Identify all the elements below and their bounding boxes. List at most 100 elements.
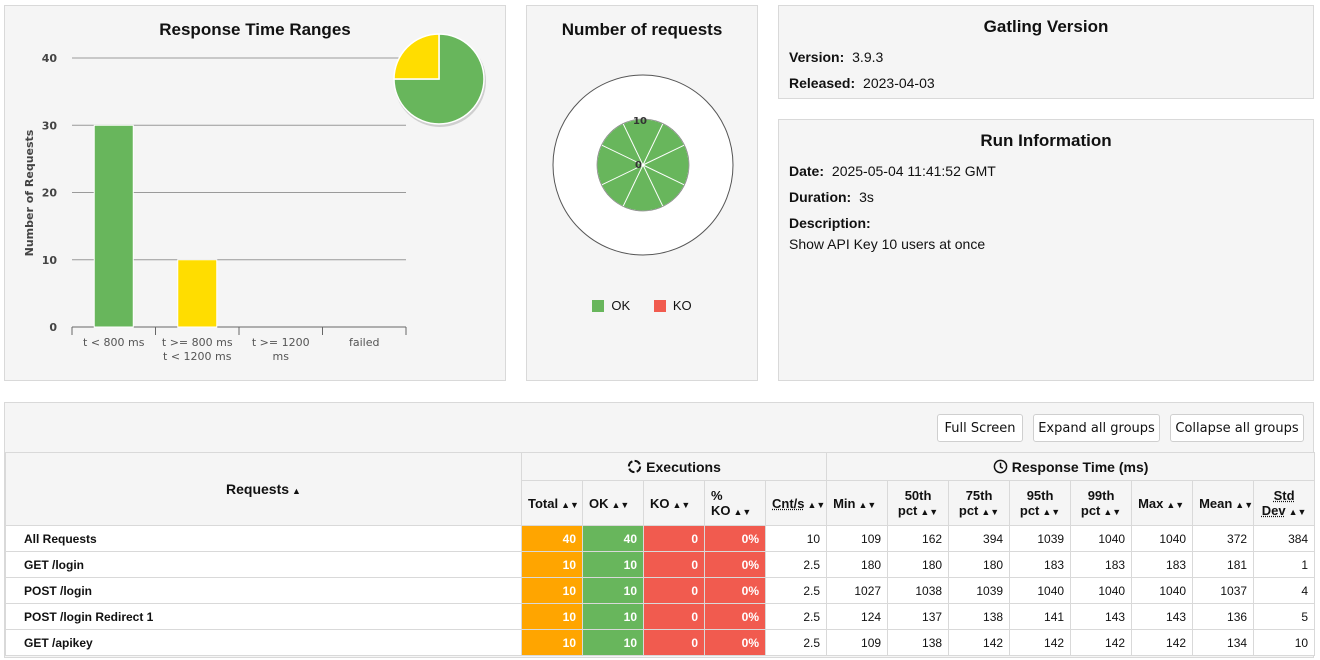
mean-cell: 134 <box>1192 629 1255 656</box>
min-column-header[interactable]: Min ▲▼ <box>826 480 889 526</box>
p99-cell: 143 <box>1070 603 1133 630</box>
table-row[interactable]: GET /login 10 10 0 0% 2.5 180 180 180 183 183 183 18… <box>5 551 1316 578</box>
p50-cell: 180 <box>887 551 950 578</box>
max-column-header[interactable]: Max ▲▼ <box>1131 480 1194 526</box>
version-row: Version: 3.9.3 <box>789 49 1313 65</box>
p99-cell: 1040 <box>1070 525 1133 552</box>
legend-item-ok[interactable]: OK <box>592 298 630 313</box>
std-dev-column-header[interactable]: Std Dev ▲▼ <box>1253 480 1316 526</box>
min-cell: 124 <box>826 603 889 630</box>
y-tick-label: 20 <box>42 187 58 200</box>
clock-icon <box>993 459 1008 473</box>
request-name-cell[interactable]: GET /login <box>5 551 522 578</box>
p75-header-label: 75th <box>965 488 993 503</box>
p50-cell: 138 <box>887 629 950 656</box>
date-label: Date: <box>789 163 825 179</box>
request-name-cell[interactable]: All Requests <box>5 525 522 552</box>
max-cell: 1040 <box>1131 525 1194 552</box>
request-name-cell[interactable]: POST /login Redirect 1 <box>5 603 522 630</box>
response-time-ranges-panel: Response Time Ranges 0 10 20 30 40 Number of … <box>4 5 506 381</box>
total-cell: 10 <box>521 603 583 630</box>
duration-label: Duration: <box>789 189 852 205</box>
sort-icon: ▲▼ <box>1235 499 1254 510</box>
pct-ko-column-header[interactable]: % KO ▲▼ <box>704 480 766 526</box>
p75-header-sublabel: pct <box>958 503 979 518</box>
table-row[interactable]: POST /login Redirect 1 10 10 0 0% 2.5 124 137 13… <box>5 603 1316 630</box>
max-cell: 143 <box>1131 603 1194 630</box>
legend-swatch-ok <box>592 299 605 312</box>
table-row[interactable]: POST /login 10 10 0 0% 2.5 1027 1038 1039 1040 104… <box>5 577 1316 604</box>
mean-cell: 136 <box>1192 603 1255 630</box>
y-tick-label: 30 <box>42 119 58 132</box>
response-time-ranges-title: Response Time Ranges <box>159 20 351 39</box>
p95-cell: 1040 <box>1009 577 1072 604</box>
number-of-requests-chart: 10 0 <box>552 74 734 256</box>
std-cell: 10 <box>1253 629 1316 656</box>
p99-header-label: 99th <box>1087 488 1115 503</box>
cnt-s-cell: 10 <box>764 525 828 552</box>
ok-column-header[interactable]: OK ▲▼ <box>582 480 644 526</box>
p75-column-header[interactable]: 75th pct ▲▼ <box>948 480 1011 526</box>
run-information-title: Run Information <box>980 131 1112 150</box>
requests-column-header[interactable]: Requests ▲ <box>5 452 522 526</box>
response-time-ranges-chart: 0 10 20 30 40 Number of Requests t < 800 ms t >… <box>23 33 486 363</box>
p99-cell: 183 <box>1070 551 1133 578</box>
expand-all-groups-button[interactable]: Expand all groups <box>1033 414 1160 442</box>
std-cell: 4 <box>1253 577 1316 604</box>
std-cell: 1 <box>1253 551 1316 578</box>
pie-slice <box>393 33 485 125</box>
max-cell: 183 <box>1131 551 1194 578</box>
bar <box>93 124 134 328</box>
collapse-all-groups-button[interactable]: Collapse all groups <box>1170 414 1304 442</box>
ok-header-label: OK <box>589 495 609 511</box>
executions-group-header: Executions <box>520 452 828 481</box>
requests-legend: OK KO <box>527 298 757 315</box>
std-header-label: Std <box>1273 488 1295 503</box>
released-value: 2023-04-03 <box>863 75 935 91</box>
p50-cell: 1038 <box>887 577 950 604</box>
cnt-s-column-header[interactable]: Cnt/s ▲▼ <box>764 480 828 526</box>
p95-column-header[interactable]: 95th pct ▲▼ <box>1009 480 1072 526</box>
table-row[interactable]: All Requests 40 40 0 0% 10 109 162 394 1039 1040 10… <box>5 525 1316 552</box>
p95-header-label: 95th <box>1026 488 1054 503</box>
p99-header-sublabel: pct <box>1080 503 1101 518</box>
ko-header-label: KO <box>650 495 670 511</box>
p50-column-header[interactable]: 50th pct ▲▼ <box>887 480 950 526</box>
max-cell: 142 <box>1131 629 1194 656</box>
pct-ko-cell: 0% <box>704 551 766 578</box>
description-row: Description: <box>789 215 1313 231</box>
total-column-header[interactable]: Total ▲▼ <box>521 480 583 526</box>
p99-column-header[interactable]: 99th pct ▲▼ <box>1070 480 1133 526</box>
gatling-version-title: Gatling Version <box>983 17 1109 36</box>
cnt-s-cell: 2.5 <box>764 629 828 656</box>
sort-icon: ▲▼ <box>858 499 877 510</box>
sort-icon: ▲▼ <box>807 499 826 510</box>
ok-cell: 10 <box>582 551 644 578</box>
full-screen-button[interactable]: Full Screen <box>937 414 1023 442</box>
sort-icon: ▲▼ <box>672 499 691 510</box>
mean-column-header[interactable]: Mean ▲▼ <box>1192 480 1255 526</box>
legend-item-ko[interactable]: KO <box>653 298 692 313</box>
max-header-label: Max <box>1138 495 1164 511</box>
bar <box>177 259 218 328</box>
request-name-cell[interactable]: POST /login <box>5 577 522 604</box>
request-name-cell[interactable]: GET /apikey <box>5 629 522 656</box>
p95-cell: 183 <box>1009 551 1072 578</box>
p75-cell: 394 <box>948 525 1011 552</box>
response-time-header-label: Response Time (ms) <box>1011 458 1149 475</box>
pct-ko-cell: 0% <box>704 603 766 630</box>
ko-column-header[interactable]: KO ▲▼ <box>643 480 705 526</box>
sort-icon: ▲▼ <box>733 507 752 517</box>
total-cell: 40 <box>521 525 583 552</box>
legend-label-ok: OK <box>611 298 631 313</box>
number-of-requests-title: Number of requests <box>561 20 723 39</box>
table-row[interactable]: GET /apikey 10 10 0 0% 2.5 109 138 142 142 142 142 1… <box>5 629 1316 656</box>
p95-header-sublabel: pct <box>1019 503 1040 518</box>
cnt-s-header-label: Cnt/s <box>772 495 805 511</box>
description-value: Show API Key 10 users at once <box>789 236 986 252</box>
pct-ko-cell: 0% <box>704 525 766 552</box>
sort-icon: ▲▼ <box>611 499 630 510</box>
total-header-label: Total <box>528 495 559 511</box>
y-tick-label: 10 <box>42 254 58 267</box>
ok-cell: 40 <box>582 525 644 552</box>
